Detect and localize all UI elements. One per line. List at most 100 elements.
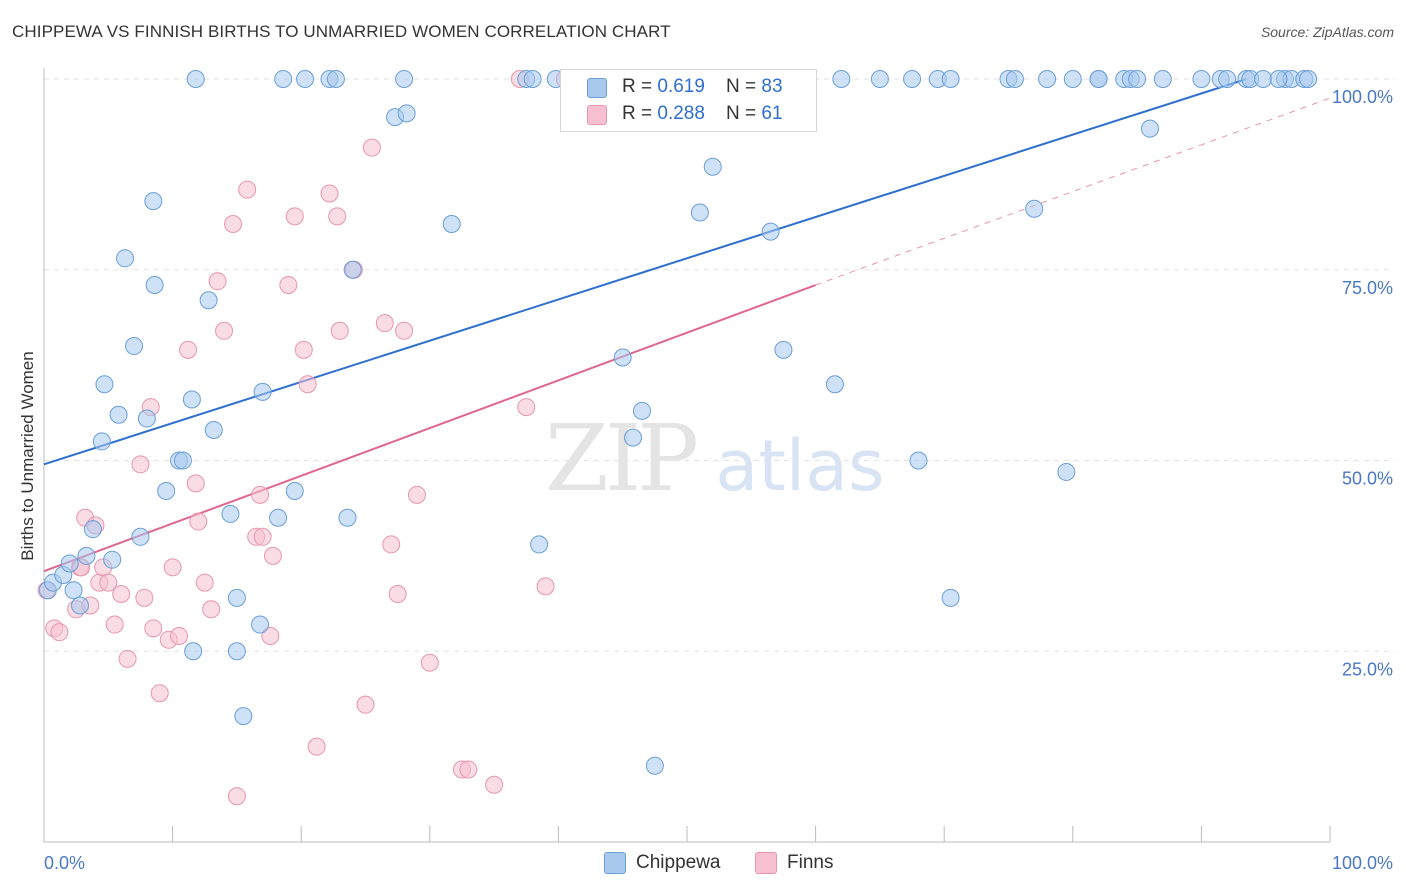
legend-item-finns[interactable]: Finns <box>755 852 833 874</box>
chippewa-point <box>77 546 96 565</box>
finns-point <box>485 775 504 794</box>
chippewa-point <box>83 520 102 539</box>
finns-point <box>517 398 536 417</box>
chippewa-point <box>71 596 90 615</box>
chippewa-point <box>92 432 111 451</box>
finns-point <box>163 558 182 577</box>
chippewa-point <box>251 615 270 634</box>
chippewa-point <box>199 291 218 310</box>
chippewa-point <box>523 70 542 88</box>
chippewa-point <box>1153 70 1172 88</box>
finns-point <box>263 546 282 565</box>
chippewa-point <box>338 508 357 527</box>
chippewa-point <box>1254 70 1273 88</box>
finns-point <box>375 314 394 333</box>
chippewa-point <box>690 203 709 222</box>
finns-swatch <box>587 105 607 125</box>
chippewa-point <box>632 401 651 420</box>
chippewa-point <box>60 554 79 573</box>
chippewa-point <box>221 504 240 523</box>
chippewa-r-label: R = <box>622 76 658 97</box>
chippewa-point <box>1218 70 1237 88</box>
chippewa-point <box>269 508 288 527</box>
finns-point <box>227 787 246 806</box>
chippewa-swatch <box>587 78 607 98</box>
chippewa-point <box>343 260 362 279</box>
y-tick-label-25: 25.0% <box>1342 659 1393 679</box>
chippewa-point <box>1299 70 1318 88</box>
chippewa-legend-swatch <box>604 852 626 874</box>
finns-point <box>420 653 439 672</box>
finns-point <box>294 340 313 359</box>
finns-point <box>251 485 270 504</box>
chippewa-point <box>1038 70 1057 88</box>
chippewa-point <box>296 70 315 88</box>
chippewa-point <box>326 70 345 88</box>
chippewa-n-label: N = <box>726 76 762 97</box>
y-tick-label-100: 100.0% <box>1332 87 1393 107</box>
chippewa-point <box>1140 119 1159 138</box>
legend-item-chippewa[interactable]: Chippewa <box>604 852 721 874</box>
chippewa-trend-line <box>43 78 1247 466</box>
finns-point <box>388 585 407 604</box>
axes <box>43 68 1331 843</box>
chippewa-point <box>774 340 793 359</box>
finns-points <box>37 70 574 806</box>
finns-point <box>186 474 205 493</box>
chippewa-point <box>613 348 632 367</box>
series-legend: Chippewa Finns <box>0 852 1406 878</box>
chippewa-point <box>825 375 844 394</box>
finns-point <box>99 573 118 592</box>
watermark-zip: ZIP <box>545 405 696 512</box>
finns-trend-extension <box>815 97 1331 286</box>
chippewa-point <box>870 70 889 88</box>
finns-point <box>253 527 272 546</box>
chippewa-point <box>1192 70 1211 88</box>
finns-point <box>298 375 317 394</box>
chippewa-point <box>1063 70 1082 88</box>
finns-point <box>195 573 214 592</box>
chippewa-point <box>253 382 272 401</box>
finns-r-value: 0.288 <box>657 103 705 124</box>
chippewa-r-value: 0.619 <box>657 76 705 97</box>
finns-point <box>50 623 69 642</box>
trend-lines <box>43 78 1331 573</box>
finns-legend-swatch <box>755 852 777 874</box>
chippewa-point <box>1089 70 1108 88</box>
chippewa-point <box>227 642 246 661</box>
chippewa-point <box>103 550 122 569</box>
source-credit: Source: ZipAtlas.com <box>1260 24 1394 40</box>
chippewa-point <box>182 390 201 409</box>
chippewa-point <box>204 420 223 439</box>
finns-point <box>362 138 381 157</box>
chippewa-point <box>1005 70 1024 88</box>
finns-point <box>135 588 154 607</box>
finns-point <box>189 512 208 531</box>
chippewa-point <box>832 70 851 88</box>
x-tick-label-right: 100.0% <box>1332 853 1393 873</box>
finns-r-label: R = <box>622 103 658 124</box>
chippewa-point <box>395 70 414 88</box>
finns-point <box>170 626 189 645</box>
chippewa-n-value: 83 <box>761 76 783 97</box>
chippewa-point <box>186 70 205 88</box>
chippewa-point <box>173 451 192 470</box>
chippewa-point <box>116 249 135 268</box>
chart-title: CHIPPEWA VS FINNISH BIRTHS TO UNMARRIED … <box>12 22 671 41</box>
x-tick-label-left: 0.0% <box>44 853 85 873</box>
finns-point <box>112 585 131 604</box>
chippewa-point <box>274 70 293 88</box>
watermark-atlas: atlas <box>715 425 884 507</box>
finns-point <box>382 535 401 554</box>
finns-point <box>261 626 280 645</box>
chippewa-point <box>909 451 928 470</box>
chippewa-point <box>1057 462 1076 481</box>
chippewa-point <box>645 756 664 775</box>
finns-point <box>536 577 555 596</box>
chippewa-point <box>109 405 128 424</box>
chippewa-point <box>397 104 416 123</box>
finns-point <box>208 272 227 291</box>
finns-point <box>105 615 124 634</box>
finns-point <box>144 619 163 638</box>
chippewa-point <box>941 70 960 88</box>
